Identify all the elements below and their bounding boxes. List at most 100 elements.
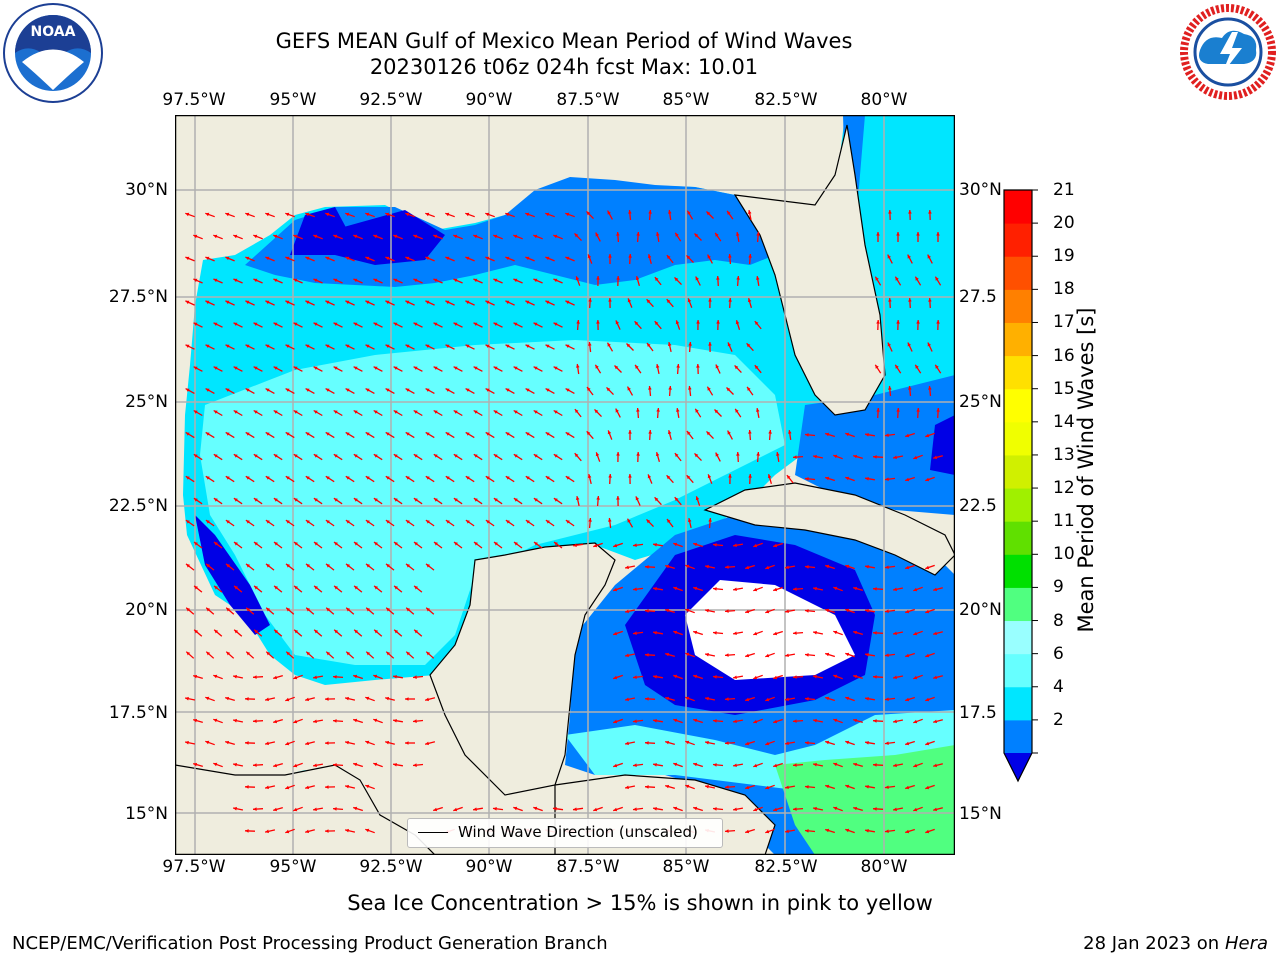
- yucatan-peninsula: [429, 542, 616, 796]
- wind-wave-arrow-head: [706, 431, 711, 436]
- wind-wave-arrow-head: [593, 543, 598, 548]
- wind-wave-arrow-head: [385, 212, 390, 217]
- wind-wave-arrow-head: [406, 651, 411, 656]
- wind-wave-arrow-head: [666, 255, 671, 259]
- wind-wave-arrow-head: [773, 719, 778, 724]
- wind-wave-arrow-head: [925, 477, 930, 482]
- wind-wave-arrow-head: [645, 609, 649, 613]
- wind-wave-arrow-head: [707, 474, 712, 479]
- wind-wave-arrow-head: [434, 542, 438, 546]
- wind-wave-arrow-head: [426, 563, 430, 568]
- wind-wave-arrow-head: [873, 455, 877, 459]
- wind-wave-arrow-head: [425, 741, 429, 746]
- wind-wave-arrow-head: [893, 719, 897, 724]
- wind-wave-arrow-head: [893, 587, 897, 592]
- wind-wave-arrow-head: [413, 366, 418, 370]
- wind-wave-arrow-head: [873, 763, 877, 767]
- wind-wave-arrow-head: [674, 497, 679, 502]
- lat-label-left: 22.5°N: [108, 496, 168, 516]
- wind-wave-arrow-head: [908, 298, 912, 302]
- wind-wave-arrow-head: [666, 475, 671, 480]
- wind-wave-arrow-head: [773, 763, 778, 768]
- wind-wave-arrow-head: [345, 740, 349, 745]
- colorbar-tick-label: 10: [1053, 544, 1075, 565]
- wind-wave-arrow-head: [373, 410, 378, 414]
- colorbar-tick-label: 20: [1053, 213, 1075, 234]
- wind-wave-arrow-head: [665, 652, 670, 657]
- wind-wave-arrow-head: [553, 498, 558, 502]
- wind-wave-arrow-head: [334, 629, 339, 634]
- wind-wave-arrow-head: [185, 432, 190, 436]
- wind-wave-arrow-head: [293, 719, 298, 724]
- footer-right: 28 Jan 2023 on Hera: [1083, 933, 1268, 954]
- wind-wave-arrow-head: [627, 298, 632, 303]
- wind-wave-arrow-head: [913, 587, 918, 592]
- wind-wave-arrow-head: [345, 476, 350, 480]
- wind-wave-arrow-head: [896, 408, 900, 412]
- colorbar-tick-label: 6: [1053, 643, 1064, 664]
- wind-wave-arrow-head: [513, 498, 518, 502]
- wind-wave-arrow-head: [793, 587, 797, 591]
- wind-wave-arrow-head: [713, 543, 717, 547]
- wind-wave-arrow-head: [633, 807, 637, 811]
- wind-wave-arrow-head: [687, 298, 692, 303]
- lon-label-bottom: 82.5°W: [754, 857, 818, 877]
- wind-wave-arrow-head: [345, 256, 350, 261]
- wind-wave-arrow-head: [745, 785, 750, 790]
- wind-wave-arrow-head: [366, 607, 371, 612]
- colorbar-label: Mean Period of Wind Waves [s]: [1074, 307, 1098, 633]
- wind-wave-arrow-head: [745, 565, 750, 570]
- wind-wave-arrow-head: [853, 762, 858, 767]
- wind-wave-arrow-head: [205, 432, 210, 436]
- wind-wave-arrow-head: [805, 433, 809, 437]
- wind-wave-arrow-head: [905, 565, 910, 570]
- wind-wave-arrow-head: [908, 210, 912, 214]
- wind-wave-arrow-head: [545, 300, 550, 305]
- wind-wave-arrow-head: [626, 343, 631, 348]
- wind-wave-arrow-head: [713, 719, 717, 723]
- wind-wave-arrow-head: [705, 740, 709, 745]
- wind-wave-arrow-head: [725, 785, 729, 789]
- wind-wave-arrow-head: [925, 741, 930, 746]
- wind-wave-arrow-head: [385, 696, 390, 701]
- wind-wave-arrow-head: [245, 300, 250, 305]
- wind-wave-arrow-head: [413, 763, 417, 767]
- wind-wave-arrow-head: [653, 719, 657, 723]
- wind-wave-arrow-head: [607, 210, 611, 215]
- legend-line-sample: [418, 832, 448, 833]
- wind-wave-arrow-head: [253, 366, 258, 370]
- wind-wave-arrow-head: [233, 454, 238, 458]
- wind-wave-arrow-head: [613, 587, 618, 592]
- wind-wave-arrow-head: [345, 300, 350, 305]
- wind-wave-arrow-head: [373, 718, 378, 723]
- lat-label-right: 17.5: [959, 703, 997, 723]
- wind-wave-arrow-head: [628, 430, 632, 434]
- wind-wave-arrow-head: [206, 563, 210, 568]
- wind-wave-arrow-head: [595, 364, 599, 369]
- wind-wave-arrow-head: [595, 232, 599, 237]
- wind-wave-arrow-head: [873, 675, 877, 679]
- wind-wave-arrow-head: [394, 629, 399, 634]
- wind-wave-arrow-head: [553, 410, 558, 414]
- wind-wave-arrow-head: [554, 542, 558, 546]
- straits-water-deep: [930, 415, 955, 475]
- wind-wave-arrow-head: [647, 254, 652, 259]
- wind-wave-arrow-head: [453, 410, 458, 414]
- wind-wave-arrow-head: [887, 254, 891, 259]
- wind-wave-arrow-head: [433, 807, 438, 812]
- wind-wave-arrow-head: [326, 651, 331, 656]
- wind-wave-arrow-head: [465, 388, 470, 392]
- wind-wave-arrow-head: [473, 366, 478, 370]
- chart-subtitle-line: 20230126 t06z 024h fcst Max: 10.01: [369, 55, 759, 79]
- wind-wave-arrow-head: [825, 608, 830, 613]
- wind-wave-arrow-head: [365, 256, 370, 261]
- wind-wave-arrow-head: [265, 300, 270, 305]
- wind-wave-arrow-head: [234, 629, 239, 634]
- wind-wave-arrow-head: [905, 609, 910, 614]
- wind-wave-arrow-head: [185, 476, 190, 480]
- wind-wave-arrow-head: [653, 587, 657, 591]
- gulf-water-blue: [195, 515, 270, 635]
- wind-wave-arrow-head: [533, 410, 538, 414]
- wind-wave-arrow-head: [574, 409, 579, 413]
- wind-wave-arrow-head: [888, 386, 892, 390]
